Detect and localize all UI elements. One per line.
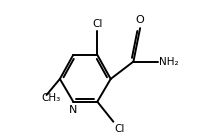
Text: O: O (136, 15, 144, 25)
Text: NH₂: NH₂ (159, 57, 178, 67)
Text: Cl: Cl (92, 19, 103, 30)
Text: CH₃: CH₃ (41, 93, 60, 103)
Text: Cl: Cl (115, 124, 125, 134)
Text: N: N (69, 105, 77, 115)
